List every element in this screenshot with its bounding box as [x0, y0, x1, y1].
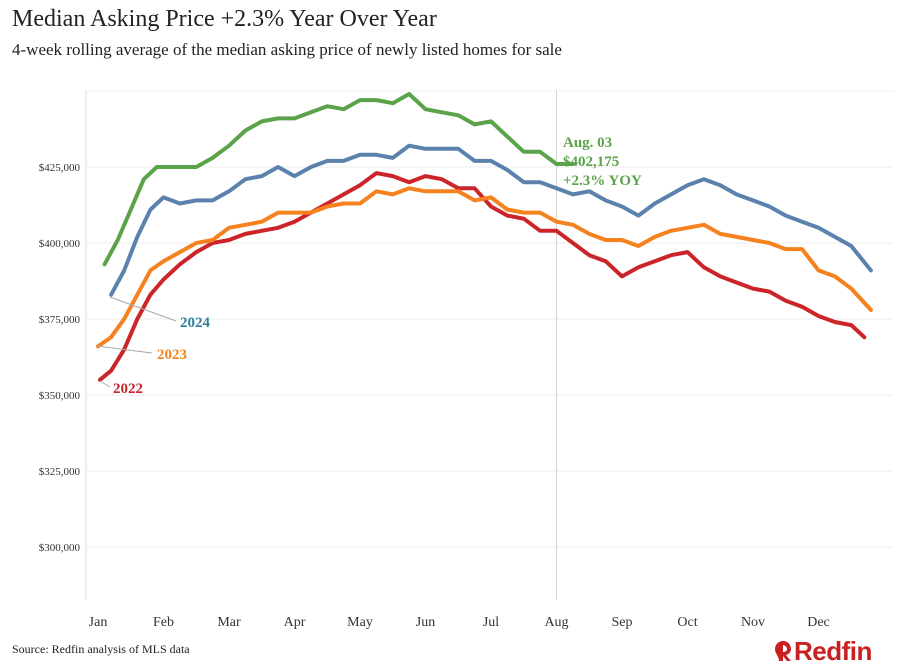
y-tick-label: $375,000	[39, 314, 81, 326]
x-tick-label: Jun	[416, 615, 435, 630]
x-tick-label: Aug	[544, 615, 568, 630]
x-tick-label: Oct	[677, 615, 697, 630]
x-tick-label: Dec	[807, 615, 830, 630]
logo-text: Redfin	[794, 635, 872, 666]
series-label-2024: 2024	[180, 315, 211, 331]
series-label-2022: 2022	[113, 381, 143, 397]
series-line-2024	[109, 143, 873, 297]
y-tick-label: $350,000	[39, 390, 81, 402]
x-tick-label: Sep	[612, 615, 633, 630]
redfin-house-icon	[775, 641, 791, 661]
x-tick-label: Jul	[483, 615, 499, 630]
series-label-2023: 2023	[157, 347, 187, 363]
y-tick-label: $425,000	[39, 162, 81, 174]
x-tick-label: Feb	[153, 615, 174, 630]
series-label-leader	[109, 296, 177, 322]
annotation-line-3: +2.3% YOY	[563, 173, 642, 189]
source-note: Source: Redfin analysis of MLS data	[12, 642, 190, 656]
series-line-current	[102, 92, 575, 267]
y-tick-label: $325,000	[39, 466, 81, 478]
series-line-2023	[96, 186, 873, 349]
x-tick-label: May	[347, 615, 373, 630]
x-tick-label: Mar	[217, 615, 241, 630]
y-tick-label: $400,000	[39, 238, 81, 250]
series-label-leader	[96, 345, 153, 354]
chart-title: Median Asking Price +2.3% Year Over Year	[12, 6, 437, 32]
x-tick-label: Jan	[89, 615, 108, 630]
chart-subtitle: 4-week rolling average of the median ask…	[12, 40, 562, 59]
x-tick-label: Nov	[741, 615, 765, 630]
x-tick-label: Apr	[284, 615, 306, 630]
annotation-line-1: Aug. 03	[563, 135, 612, 151]
y-tick-label: $300,000	[39, 542, 81, 554]
series-label-leader	[99, 380, 111, 388]
series-line-2022	[98, 171, 867, 382]
annotation-line-2: $402,175	[563, 154, 619, 170]
redfin-logo: Redfin	[774, 636, 872, 666]
